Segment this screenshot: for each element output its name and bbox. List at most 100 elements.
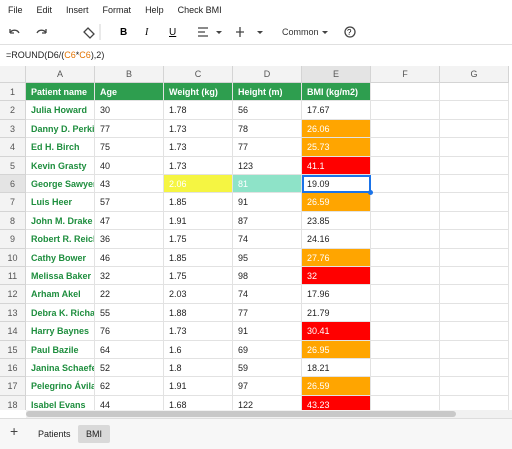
header-cell[interactable]: Height (m) [233, 83, 302, 102]
h-scrollbar[interactable] [26, 410, 512, 418]
column-header[interactable]: A [26, 66, 95, 83]
row-header[interactable]: 17 [0, 377, 26, 396]
cell[interactable] [371, 211, 440, 231]
menu-item[interactable]: Insert [66, 5, 89, 15]
underline-button[interactable]: U [169, 27, 176, 38]
cell[interactable]: 18.21 [302, 359, 371, 378]
menu-item[interactable]: File [8, 5, 23, 15]
cell[interactable]: 43.23 [302, 395, 371, 410]
row-header[interactable]: 7 [0, 193, 26, 212]
cell[interactable]: 1.78 [164, 101, 233, 120]
cell[interactable]: Melissa Baker [26, 267, 95, 286]
row-header[interactable]: 10 [0, 248, 26, 267]
cell[interactable]: 91 [233, 322, 302, 341]
column-header[interactable]: C [164, 66, 233, 83]
cell[interactable]: 87 [233, 211, 302, 231]
row-header[interactable]: 3 [0, 119, 26, 139]
cell[interactable]: 52 [95, 359, 164, 378]
column-header[interactable]: B [95, 66, 164, 83]
cell[interactable]: 55 [95, 303, 164, 323]
cell[interactable] [440, 340, 509, 359]
cell[interactable]: 1.75 [164, 267, 233, 286]
cell[interactable] [440, 322, 509, 341]
cell[interactable]: 22 [95, 285, 164, 304]
cell[interactable]: 57 [95, 193, 164, 212]
cell[interactable]: 36 [95, 230, 164, 249]
cell[interactable]: 1.6 [164, 340, 233, 359]
cell[interactable] [440, 230, 509, 249]
cell[interactable]: 40 [95, 156, 164, 175]
row-header[interactable]: 5 [0, 156, 26, 175]
cell[interactable]: 76 [95, 322, 164, 341]
row-header[interactable]: 2 [0, 101, 26, 120]
cell[interactable] [371, 340, 440, 359]
help-icon[interactable] [344, 26, 356, 38]
cell[interactable]: 1.68 [164, 395, 233, 410]
cell[interactable] [371, 267, 440, 286]
cell[interactable]: 17.67 [302, 101, 371, 120]
cell[interactable] [371, 395, 440, 410]
cell[interactable]: Pelegrino Ávila Pa [26, 377, 95, 396]
header-cell[interactable] [371, 83, 440, 102]
cell[interactable]: 43 [95, 175, 164, 194]
cell[interactable]: 26.59 [302, 193, 371, 212]
cell[interactable]: 44 [95, 395, 164, 410]
cell[interactable]: 1.85 [164, 248, 233, 267]
row-header[interactable]: 14 [0, 322, 26, 341]
cell[interactable]: 74 [233, 285, 302, 304]
cell[interactable]: 78 [233, 119, 302, 139]
cell[interactable]: 122 [233, 395, 302, 410]
cell[interactable] [371, 377, 440, 396]
cell[interactable] [440, 377, 509, 396]
cell[interactable] [371, 285, 440, 304]
cell[interactable] [440, 156, 509, 175]
cell[interactable]: 23.85 [302, 211, 371, 231]
cell[interactable]: Kevin Grasty [26, 156, 95, 175]
menu-item[interactable]: Help [145, 5, 164, 15]
cell[interactable]: 17.96 [302, 285, 371, 304]
header-cell[interactable]: Age [95, 83, 164, 102]
row-header[interactable]: 11 [0, 267, 26, 286]
row-header[interactable]: 12 [0, 285, 26, 304]
cell[interactable] [371, 248, 440, 267]
cell[interactable]: 1.73 [164, 156, 233, 175]
cell[interactable]: 26.95 [302, 340, 371, 359]
cell[interactable]: Janina Schaefer [26, 359, 95, 378]
cell[interactable] [440, 359, 509, 378]
cell[interactable]: 1.73 [164, 322, 233, 341]
cell[interactable]: 27.76 [302, 248, 371, 267]
menu-item[interactable]: Edit [36, 5, 53, 15]
cell[interactable]: 69 [233, 340, 302, 359]
valign-icon[interactable] [236, 27, 244, 37]
cell[interactable] [371, 175, 440, 194]
redo-icon[interactable] [36, 29, 47, 34]
column-header[interactable]: D [233, 66, 302, 83]
cell[interactable] [371, 138, 440, 157]
cell[interactable]: 2.06 [164, 175, 233, 194]
cell[interactable] [440, 119, 509, 139]
cell[interactable]: 91 [233, 193, 302, 212]
cell[interactable]: 97 [233, 377, 302, 396]
cell[interactable] [371, 101, 440, 120]
cell[interactable]: 30 [95, 101, 164, 120]
sheet-tab[interactable]: BMI [78, 425, 111, 443]
cell[interactable]: 32 [95, 267, 164, 286]
cell[interactable]: 41.1 [302, 156, 371, 175]
scroll-thumb[interactable] [26, 411, 456, 417]
cell[interactable]: Cathy Bower [26, 248, 95, 267]
cell[interactable]: Isabel Evans [26, 395, 95, 410]
column-header[interactable]: G [440, 66, 509, 83]
cell[interactable]: 74 [233, 230, 302, 249]
header-cell[interactable] [440, 83, 509, 102]
cell[interactable]: 1.73 [164, 138, 233, 157]
cell[interactable] [440, 285, 509, 304]
header-cell[interactable]: BMI (kg/m2) [302, 83, 371, 102]
row-header[interactable]: 4 [0, 138, 26, 157]
cell[interactable]: 1.91 [164, 211, 233, 231]
cell[interactable]: 26.59 [302, 377, 371, 396]
cell[interactable]: 24.16 [302, 230, 371, 249]
bold-button[interactable]: B [120, 27, 127, 38]
column-header[interactable]: E [302, 66, 371, 83]
column-header[interactable]: F [371, 66, 440, 83]
cell[interactable]: George Sawyer [26, 175, 95, 194]
